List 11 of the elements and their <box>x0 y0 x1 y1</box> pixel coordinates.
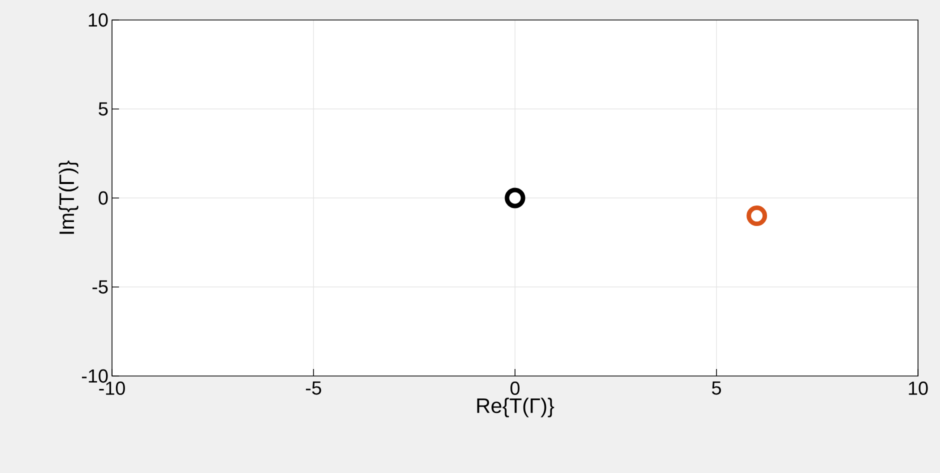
y-tick-label: -10 <box>82 369 108 383</box>
y-tick-label: 5 <box>98 102 108 116</box>
y-axis-title: Im{T(Γ)} <box>58 160 78 234</box>
y-tick-label: 0 <box>98 191 108 205</box>
x-tick-label: 10 <box>908 382 928 395</box>
x-tick-label: 0 <box>510 382 520 395</box>
y-tick-label: 10 <box>88 13 108 27</box>
x-tick-label: -5 <box>306 382 322 395</box>
x-tick-label: 5 <box>712 382 721 395</box>
x-axis-title: Re{T(Γ)} <box>477 398 554 418</box>
y-tick-label: -5 <box>92 280 108 294</box>
